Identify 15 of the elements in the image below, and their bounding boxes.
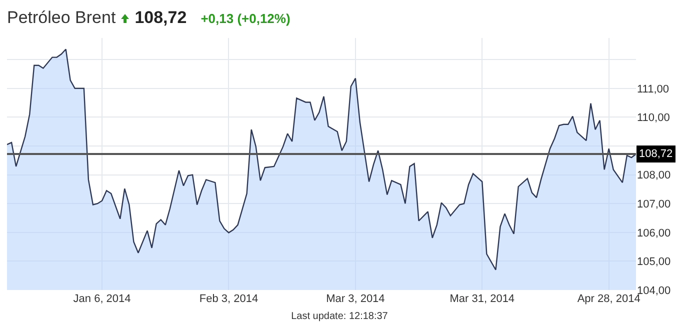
x-tick-label: Mar 31, 2014 <box>450 293 515 305</box>
chart-subtitle: 108,72 <box>134 8 187 28</box>
y-tick-label: 108,00 <box>637 170 671 182</box>
y-tick-label: 111,00 <box>637 83 670 96</box>
y-tick-label: 106,00 <box>637 227 671 240</box>
ref-line-label: 108,72 <box>639 148 673 160</box>
y-tick-label: 105,00 <box>637 256 671 268</box>
x-tick-label: Jan 6, 2014 <box>73 293 131 305</box>
x-tick-label: Mar 3, 2014 <box>326 293 385 305</box>
x-tick-label: Feb 3, 2014 <box>199 293 258 305</box>
y-tick-label: 110,00 <box>637 112 670 124</box>
text: Last update: 12:18:37 <box>290 310 389 324</box>
text: +0,13 (+0,12%) <box>200 10 290 26</box>
y-tick-label: 107,00 <box>637 198 671 210</box>
chart-title: Petróleo Brent <box>7 8 116 28</box>
